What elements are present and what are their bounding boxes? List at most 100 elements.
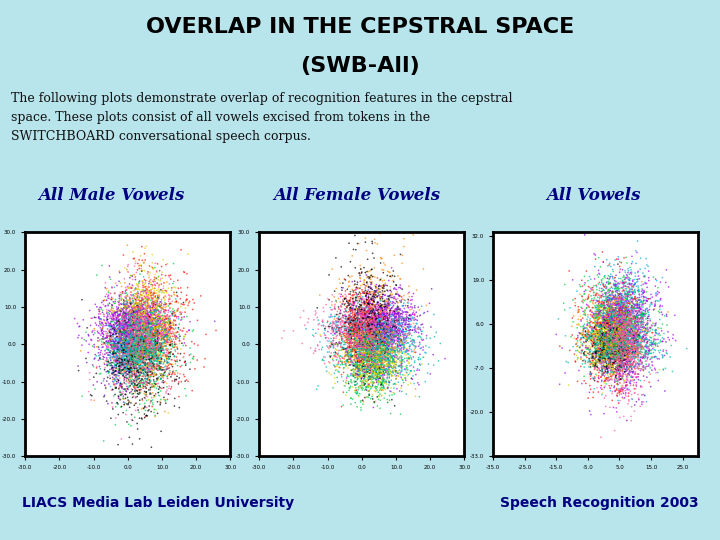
Point bbox=[373, 335, 384, 343]
Point bbox=[377, 307, 389, 315]
Point bbox=[351, 359, 362, 367]
Point bbox=[145, 320, 156, 328]
Point bbox=[603, 340, 614, 349]
Point bbox=[145, 376, 157, 385]
Point bbox=[341, 336, 352, 345]
Point bbox=[139, 343, 150, 352]
Point bbox=[365, 352, 377, 361]
Point bbox=[113, 320, 125, 328]
Point bbox=[353, 308, 364, 317]
Point bbox=[381, 360, 392, 368]
Point bbox=[130, 359, 142, 368]
Point bbox=[611, 318, 622, 326]
Point bbox=[626, 416, 637, 425]
Point bbox=[351, 386, 362, 394]
Point bbox=[137, 325, 148, 333]
Point bbox=[135, 354, 146, 362]
Point bbox=[382, 319, 393, 327]
Point bbox=[613, 399, 624, 408]
Point bbox=[139, 326, 150, 334]
Point bbox=[390, 328, 401, 337]
Point bbox=[624, 305, 635, 313]
Point bbox=[366, 271, 377, 279]
Point bbox=[606, 294, 617, 303]
Point bbox=[629, 323, 641, 332]
Point bbox=[593, 347, 604, 355]
Point bbox=[601, 307, 613, 316]
Point bbox=[590, 327, 601, 335]
Point bbox=[127, 294, 138, 302]
Point bbox=[351, 292, 363, 300]
Point bbox=[148, 346, 159, 354]
Point bbox=[624, 319, 635, 328]
Point bbox=[154, 309, 166, 318]
Point bbox=[593, 356, 605, 364]
Point bbox=[580, 379, 592, 388]
Point bbox=[125, 307, 137, 315]
Point bbox=[97, 321, 109, 329]
Point bbox=[175, 302, 186, 311]
Point bbox=[145, 397, 157, 406]
Point bbox=[624, 276, 635, 285]
Point bbox=[130, 275, 141, 284]
Point bbox=[166, 332, 178, 341]
Point bbox=[127, 350, 139, 359]
Point bbox=[608, 326, 619, 335]
Point bbox=[107, 325, 118, 333]
Point bbox=[354, 326, 365, 335]
Point bbox=[610, 338, 621, 347]
Point bbox=[395, 325, 406, 333]
Point bbox=[135, 385, 146, 394]
Point bbox=[366, 326, 378, 334]
Point bbox=[127, 331, 138, 340]
Point bbox=[384, 326, 396, 335]
Point bbox=[371, 341, 382, 349]
Point bbox=[584, 307, 595, 315]
Point bbox=[350, 340, 361, 348]
Point bbox=[125, 328, 137, 336]
Point bbox=[145, 371, 156, 380]
Point bbox=[616, 314, 628, 322]
Point bbox=[159, 300, 171, 309]
Point bbox=[128, 348, 140, 356]
Point bbox=[326, 301, 338, 309]
Point bbox=[367, 319, 379, 327]
Point bbox=[365, 327, 377, 335]
Point bbox=[131, 337, 143, 346]
Point bbox=[390, 360, 402, 369]
Point bbox=[140, 335, 151, 344]
Point bbox=[603, 335, 615, 343]
Point bbox=[127, 333, 139, 341]
Point bbox=[157, 322, 168, 331]
Point bbox=[119, 325, 130, 334]
Point bbox=[319, 359, 330, 368]
Point bbox=[142, 333, 153, 341]
Point bbox=[130, 326, 142, 334]
Point bbox=[596, 339, 608, 348]
Point bbox=[597, 319, 608, 328]
Point bbox=[642, 316, 654, 325]
Point bbox=[634, 362, 645, 370]
Point bbox=[606, 360, 617, 368]
Point bbox=[147, 264, 158, 272]
Point bbox=[590, 322, 602, 330]
Point bbox=[128, 348, 140, 356]
Point bbox=[625, 326, 636, 334]
Point bbox=[141, 336, 153, 345]
Point bbox=[361, 323, 372, 332]
Point bbox=[133, 326, 145, 335]
Point bbox=[376, 309, 387, 318]
Point bbox=[609, 328, 621, 336]
Point bbox=[356, 301, 367, 309]
Point bbox=[161, 300, 172, 308]
Point bbox=[382, 356, 394, 365]
Point bbox=[120, 321, 132, 329]
Point bbox=[132, 340, 143, 349]
Point bbox=[361, 340, 373, 348]
Point bbox=[610, 347, 621, 355]
Point bbox=[138, 389, 150, 398]
Point bbox=[404, 328, 415, 337]
Point bbox=[400, 316, 411, 325]
Point bbox=[371, 312, 382, 321]
Point bbox=[596, 284, 608, 293]
